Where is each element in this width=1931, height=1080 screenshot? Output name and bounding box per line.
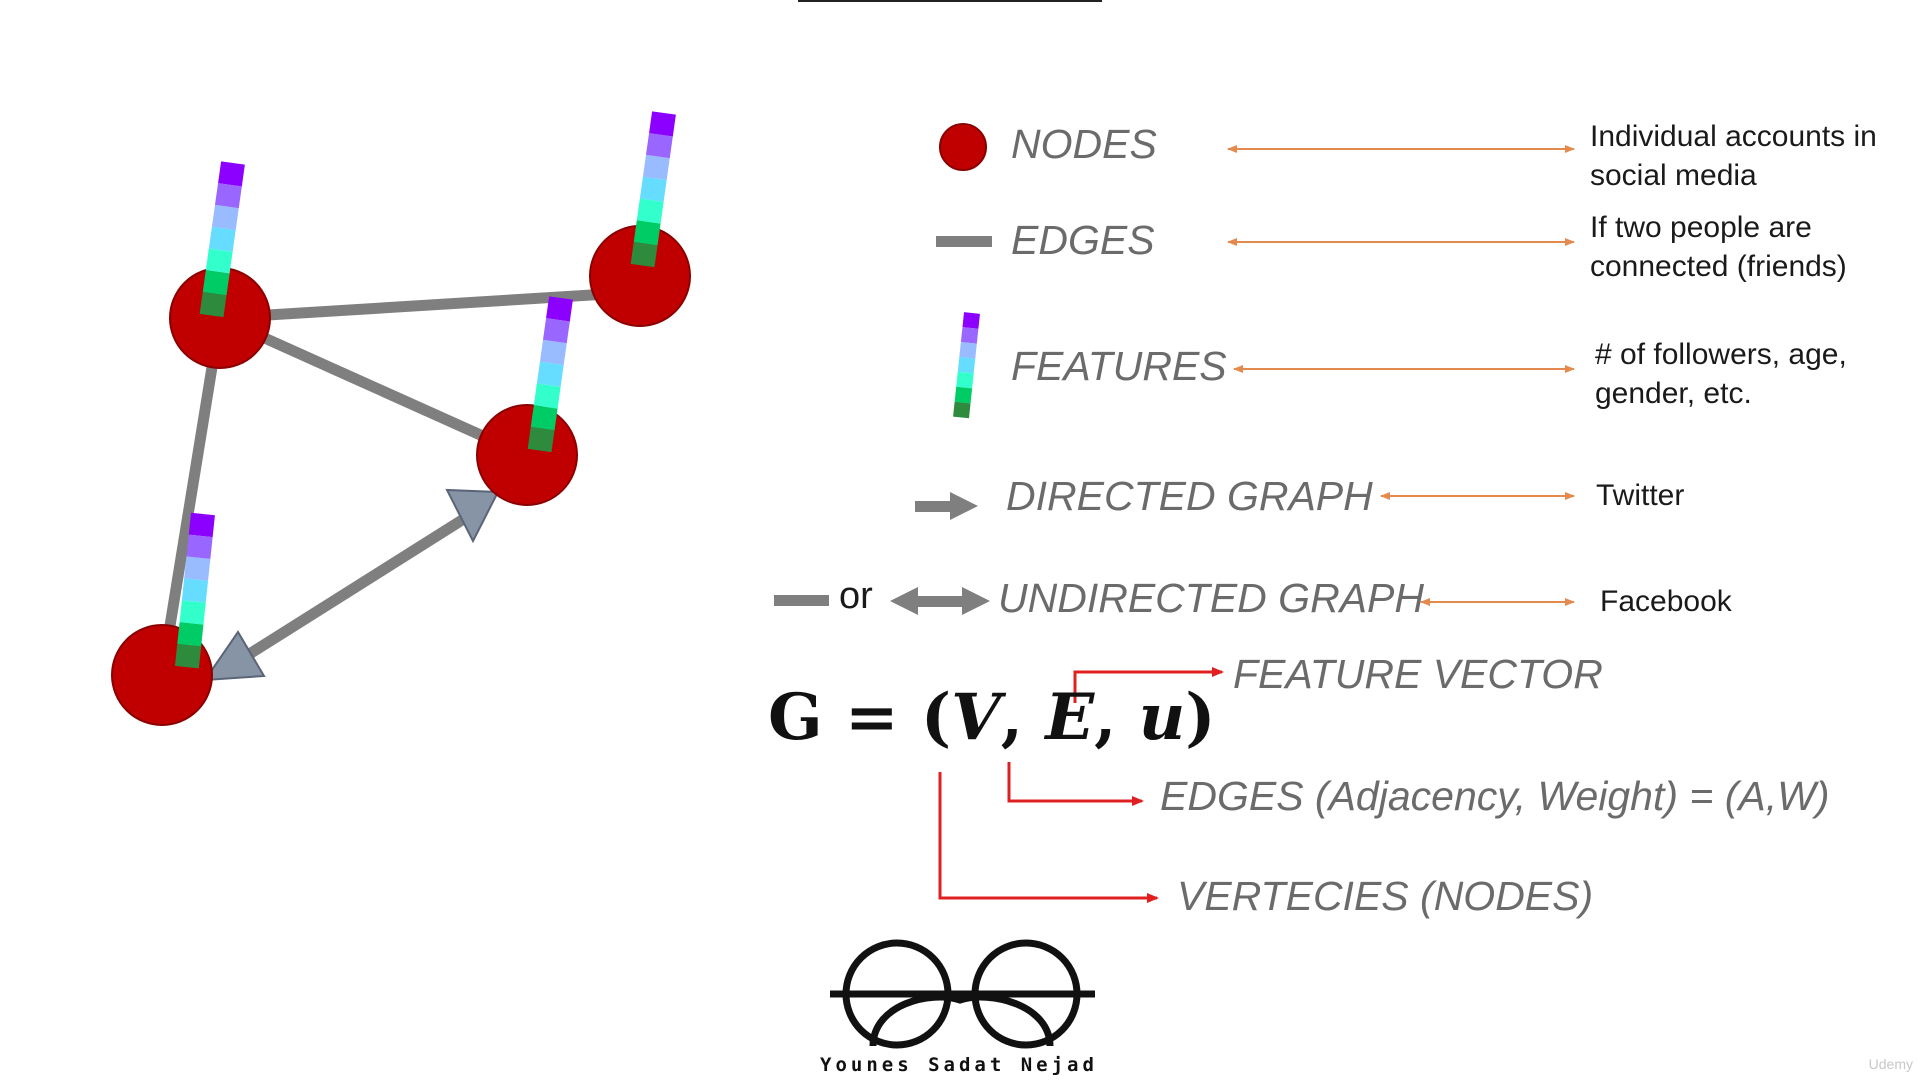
edges-label: EDGES <box>1011 217 1155 263</box>
graph-edge <box>219 286 641 324</box>
graph-arrow-head <box>203 630 266 682</box>
vertices-connector <box>938 772 1159 903</box>
edges-description-line: If two people are <box>1590 211 1812 244</box>
graph-edge <box>156 317 226 676</box>
nodes-description-line: social media <box>1590 159 1757 192</box>
graph-node <box>476 404 578 506</box>
formula-comma: , <box>1094 680 1139 755</box>
nodes-description: Individual accounts in social media <box>1590 117 1877 195</box>
formula-e: E <box>1045 680 1095 755</box>
directed-arrow-icon <box>915 492 978 520</box>
graph-edge <box>217 312 528 461</box>
node-legend-icon <box>939 123 987 171</box>
undirected-graph-label: UNDIRECTED GRAPH <box>998 575 1424 621</box>
nodes-label: NODES <box>1011 121 1157 167</box>
edges-annotation-label: EDGES (Adjacency, Weight) = (A,W) <box>1160 773 1830 819</box>
feature-legend-icon <box>953 312 980 419</box>
feature-vector-icon <box>630 111 676 268</box>
undirected-line-icon <box>774 595 829 606</box>
feature-vector-icon <box>199 161 245 318</box>
graph-formula: G = (V, E, u) <box>768 680 1216 755</box>
formula-comma: , <box>1000 680 1046 755</box>
formula-u: u <box>1138 680 1186 755</box>
edges-connector <box>1007 762 1144 806</box>
features-description-line: # of followers, age, <box>1595 338 1847 371</box>
feature-vector-label: FEATURE VECTOR <box>1233 651 1603 697</box>
or-label: or <box>839 575 873 617</box>
formula-suffix: ) <box>1185 680 1216 755</box>
glasses-logo <box>830 939 1095 1049</box>
undirected-description: Facebook <box>1600 585 1732 618</box>
directed-description: Twitter <box>1596 479 1685 512</box>
udemy-watermark: Udemy <box>1868 1056 1913 1072</box>
edges-description: If two people are connected (friends) <box>1590 208 1847 286</box>
directed-graph-label: DIRECTED GRAPH <box>1006 473 1373 519</box>
feature-vector-icon <box>174 512 215 669</box>
feature-vector-connector <box>1073 667 1224 703</box>
feature-vector-icon <box>527 296 573 453</box>
top-divider <box>798 0 1102 2</box>
formula-v: V <box>951 680 1001 755</box>
nodes-description-line: Individual accounts in <box>1590 120 1877 153</box>
formula-prefix: G = ( <box>768 680 952 755</box>
features-description-line: gender, etc. <box>1595 377 1752 410</box>
author-name: Younes Sadat Nejad <box>820 1054 1098 1076</box>
edges-description-line: connected (friends) <box>1590 250 1847 283</box>
graph-arrow-head <box>445 488 500 544</box>
graph-edge-directed <box>237 510 473 665</box>
vertices-label: VERTECIES (NODES) <box>1177 873 1594 919</box>
edge-legend-icon <box>936 236 992 247</box>
features-label: FEATURES <box>1011 343 1227 389</box>
features-description: # of followers, age, gender, etc. <box>1595 335 1847 413</box>
bidirectional-arrow-icon <box>890 587 990 615</box>
